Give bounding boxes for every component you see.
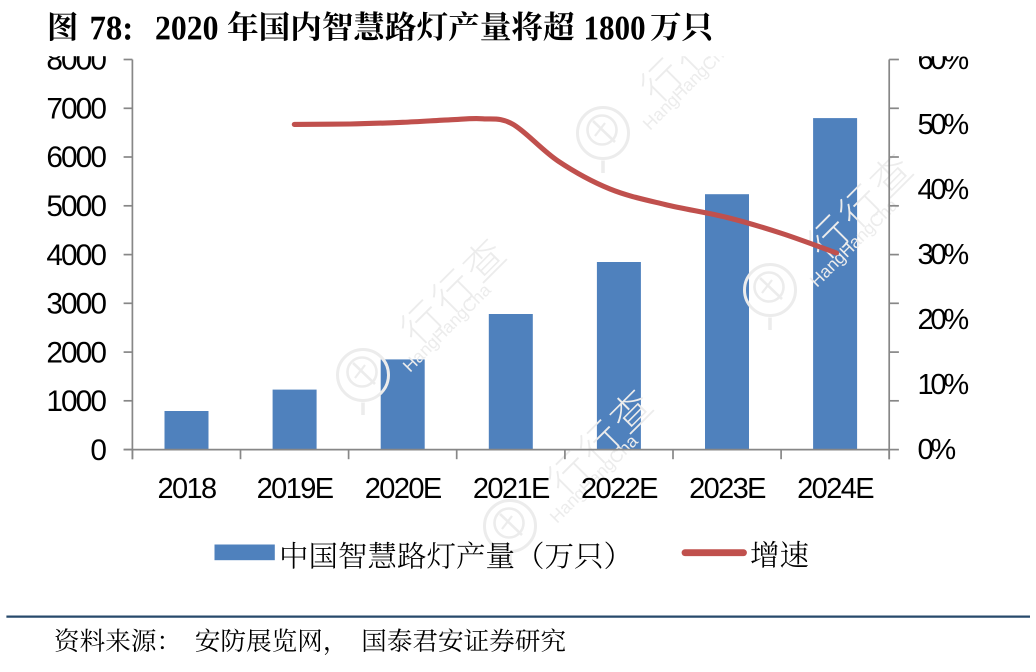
svg-text:5000: 5000 bbox=[46, 190, 106, 223]
svg-text:2020E: 2020E bbox=[365, 473, 442, 505]
svg-text:6000: 6000 bbox=[46, 141, 106, 174]
svg-text:2018: 2018 bbox=[157, 473, 216, 505]
svg-text:7000: 7000 bbox=[46, 93, 106, 126]
svg-text:20%: 20% bbox=[918, 304, 969, 336]
svg-text:30%: 30% bbox=[918, 239, 969, 271]
svg-text:10%: 10% bbox=[918, 369, 969, 401]
svg-text:1000: 1000 bbox=[46, 385, 106, 418]
svg-text:2023E: 2023E bbox=[689, 473, 766, 505]
svg-text:2000: 2000 bbox=[46, 336, 106, 369]
svg-text:0%: 0% bbox=[918, 434, 956, 466]
svg-text:2021E: 2021E bbox=[473, 473, 550, 505]
svg-text:0: 0 bbox=[90, 434, 106, 467]
svg-text:2019E: 2019E bbox=[257, 473, 334, 505]
svg-text:2024E: 2024E bbox=[797, 473, 874, 505]
svg-text:3000: 3000 bbox=[46, 288, 106, 321]
svg-text:4000: 4000 bbox=[46, 239, 106, 272]
svg-text:2022E: 2022E bbox=[581, 473, 658, 505]
svg-text:40%: 40% bbox=[918, 174, 969, 206]
svg-text:50%: 50% bbox=[918, 109, 969, 141]
